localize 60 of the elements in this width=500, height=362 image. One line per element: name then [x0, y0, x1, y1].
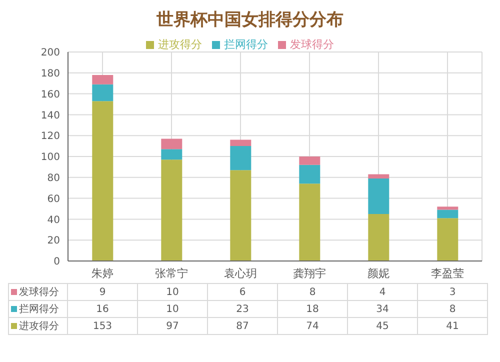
bar: [437, 210, 458, 218]
y-tick-label: 60: [47, 194, 60, 205]
bar: [299, 164, 320, 184]
data-label: 6: [208, 284, 278, 300]
data-label: 10: [138, 284, 208, 300]
x-tick-label: 张常宁: [155, 266, 188, 280]
bar: [161, 160, 182, 261]
legend-label: 进攻得分: [158, 38, 202, 51]
data-label: 8: [418, 300, 488, 318]
text: 拦网得分: [19, 304, 59, 315]
data-label: 23: [208, 300, 278, 318]
y-tick-label: 40: [47, 214, 60, 226]
y-tick-label: 200: [40, 48, 60, 59]
y-tick-label: 100: [40, 152, 60, 164]
data-label: 153: [68, 318, 138, 334]
bar: [437, 206, 458, 210]
data-label: 4: [348, 284, 418, 300]
y-tick-label: 160: [40, 89, 60, 100]
bar: [230, 170, 252, 261]
x-tick-label: 袁心玥: [224, 266, 257, 280]
bar: [161, 138, 182, 150]
data-label: 10: [138, 300, 208, 318]
bar: [92, 84, 114, 102]
bar: [368, 174, 390, 178]
data-label: 8: [278, 284, 348, 300]
bar: [92, 101, 114, 261]
data-label: 87: [208, 318, 278, 334]
x-tick-label: 朱婷: [92, 266, 114, 280]
bar: [230, 140, 252, 146]
x-tick-label: 颜妮: [368, 266, 390, 280]
data-label: 41: [418, 318, 488, 334]
bar: [161, 149, 182, 160]
bar: [437, 218, 458, 261]
x-tick-label: 李盈莹: [431, 266, 464, 280]
bar: [299, 184, 320, 261]
bar: [92, 74, 114, 84]
data-label: 3: [418, 284, 488, 300]
text: 发球得分: [19, 287, 59, 298]
data-label: 16: [68, 300, 138, 318]
x-tick-label: 龚翔宇: [293, 266, 326, 280]
data-label: 74: [278, 318, 348, 334]
data-label: 97: [138, 318, 208, 334]
y-tick-label: 0: [54, 256, 60, 268]
bar: [299, 156, 320, 165]
text: 进攻得分: [19, 321, 59, 332]
data-label: 34: [348, 300, 418, 318]
chart-title: 世界杯中国女排得分分布: [156, 9, 344, 31]
data-label: 18: [278, 300, 348, 318]
bar: [368, 214, 390, 261]
y-tick-label: 140: [40, 110, 60, 122]
legend-label: 拦网得分: [224, 38, 268, 51]
legend-label: 发球得分: [290, 38, 334, 51]
y-tick-label: 20: [47, 236, 60, 247]
bar: [368, 178, 390, 214]
data-label: 9: [68, 284, 138, 300]
data-label: 45: [348, 318, 418, 334]
y-tick-label: 80: [47, 172, 60, 184]
y-tick-label: 120: [40, 131, 60, 142]
bar: [230, 146, 252, 170]
y-tick-label: 180: [40, 68, 60, 80]
